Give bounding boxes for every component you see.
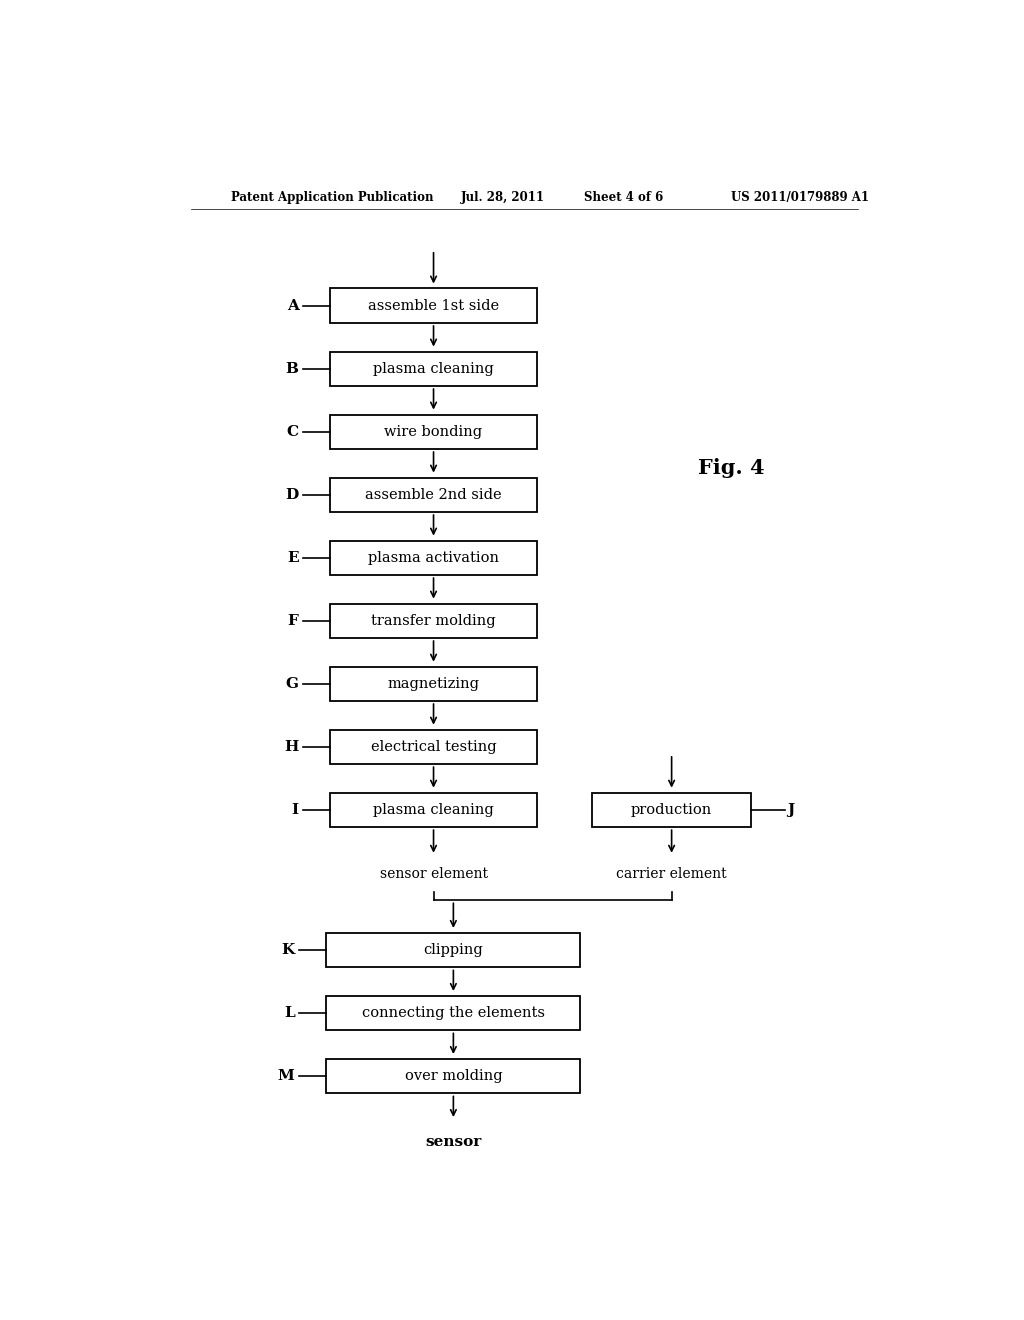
FancyBboxPatch shape xyxy=(327,995,581,1031)
Text: H: H xyxy=(285,741,299,754)
Text: magnetizing: magnetizing xyxy=(387,677,479,690)
FancyBboxPatch shape xyxy=(592,792,751,828)
Text: Fig. 4: Fig. 4 xyxy=(697,458,765,478)
Text: Jul. 28, 2011: Jul. 28, 2011 xyxy=(461,190,546,203)
Text: I: I xyxy=(292,803,299,817)
Text: G: G xyxy=(286,677,299,690)
Text: D: D xyxy=(286,488,299,502)
Text: L: L xyxy=(284,1006,295,1020)
FancyBboxPatch shape xyxy=(331,730,537,764)
Text: plasma cleaning: plasma cleaning xyxy=(373,803,494,817)
Text: assemble 2nd side: assemble 2nd side xyxy=(366,488,502,502)
FancyBboxPatch shape xyxy=(327,1059,581,1093)
Text: sensor: sensor xyxy=(425,1135,481,1150)
Text: C: C xyxy=(287,425,299,438)
Text: Patent Application Publication: Patent Application Publication xyxy=(231,190,434,203)
FancyBboxPatch shape xyxy=(327,933,581,968)
FancyBboxPatch shape xyxy=(331,351,537,385)
FancyBboxPatch shape xyxy=(331,667,537,701)
Text: Sheet 4 of 6: Sheet 4 of 6 xyxy=(585,190,664,203)
Text: M: M xyxy=(278,1069,295,1084)
FancyBboxPatch shape xyxy=(331,478,537,512)
Text: clipping: clipping xyxy=(424,944,483,957)
Text: transfer molding: transfer molding xyxy=(372,614,496,628)
Text: plasma activation: plasma activation xyxy=(368,550,499,565)
FancyBboxPatch shape xyxy=(331,603,537,638)
Text: carrier element: carrier element xyxy=(616,867,727,880)
Text: electrical testing: electrical testing xyxy=(371,741,497,754)
FancyBboxPatch shape xyxy=(331,792,537,828)
FancyBboxPatch shape xyxy=(331,414,537,449)
Text: connecting the elements: connecting the elements xyxy=(361,1006,545,1020)
Text: production: production xyxy=(631,803,713,817)
Text: A: A xyxy=(287,298,299,313)
Text: US 2011/0179889 A1: US 2011/0179889 A1 xyxy=(731,190,869,203)
Text: over molding: over molding xyxy=(404,1069,502,1084)
Text: K: K xyxy=(282,944,295,957)
Text: sensor element: sensor element xyxy=(380,867,487,880)
Text: assemble 1st side: assemble 1st side xyxy=(368,298,499,313)
Text: plasma cleaning: plasma cleaning xyxy=(373,362,494,376)
Text: wire bonding: wire bonding xyxy=(384,425,482,438)
Text: B: B xyxy=(286,362,299,376)
Text: J: J xyxy=(786,803,794,817)
FancyBboxPatch shape xyxy=(331,289,537,323)
Text: E: E xyxy=(287,550,299,565)
Text: F: F xyxy=(288,614,299,628)
FancyBboxPatch shape xyxy=(331,541,537,576)
